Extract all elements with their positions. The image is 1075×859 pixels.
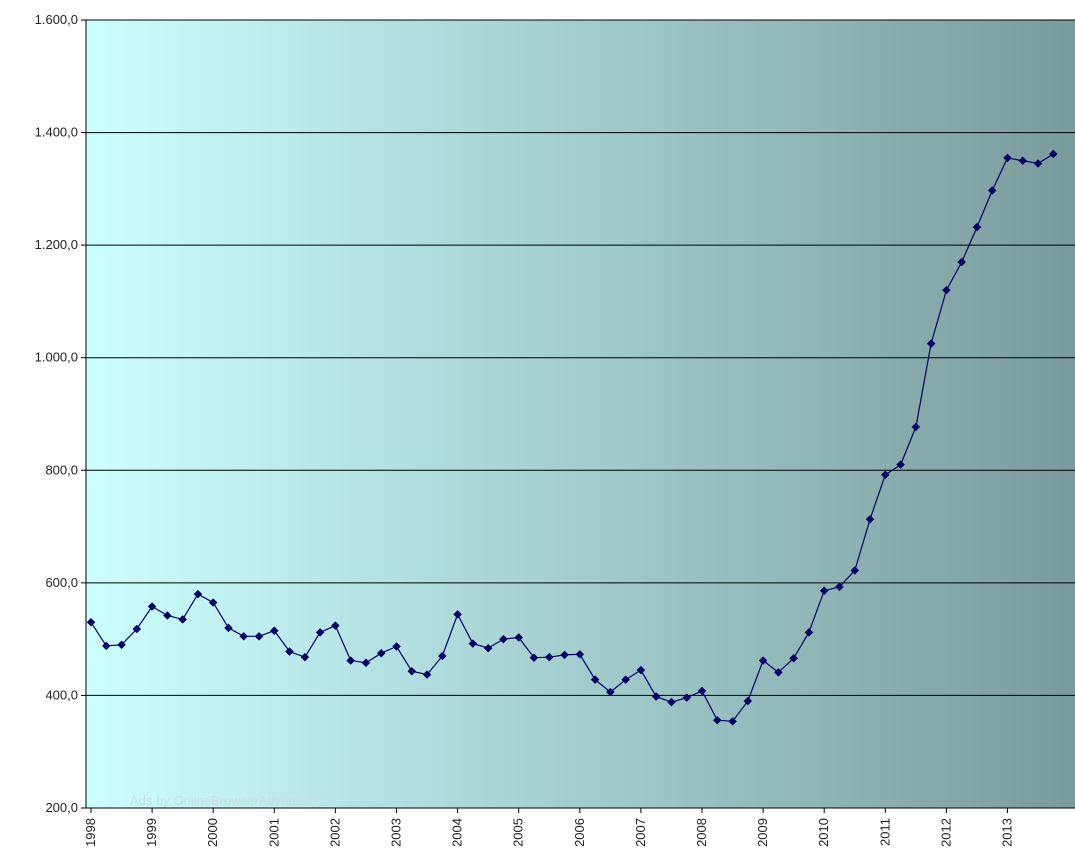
x-tick-label: 1999 xyxy=(144,818,159,847)
data-point xyxy=(651,692,661,701)
data-point xyxy=(728,716,737,726)
data-point xyxy=(590,675,600,685)
data-point xyxy=(758,656,768,665)
data-point xyxy=(147,602,157,611)
y-tick-label: 1.600,0 xyxy=(35,12,78,27)
data-point xyxy=(880,470,890,480)
x-tick-label: 2009 xyxy=(755,818,770,847)
y-tick-label: 200,0 xyxy=(45,800,78,815)
data-point xyxy=(468,639,478,648)
data-point xyxy=(132,624,142,634)
data-point xyxy=(1048,149,1058,159)
y-tick-label: 600,0 xyxy=(45,575,78,590)
series xyxy=(86,149,1058,726)
x-tick-label: 2008 xyxy=(694,818,709,847)
data-point xyxy=(453,610,462,619)
x-tick-label: 2013 xyxy=(1000,818,1015,847)
data-point xyxy=(407,666,417,676)
data-point xyxy=(667,697,676,707)
data-point xyxy=(285,647,294,656)
series-line-0 xyxy=(90,153,1054,722)
data-point xyxy=(361,658,371,668)
ad-overlay-text: Ads by OnlineBrowserAdvertising xyxy=(130,793,323,808)
data-point xyxy=(835,582,844,592)
y-tick-label: 1.400,0 xyxy=(35,125,78,140)
data-point xyxy=(865,514,875,524)
x-tick-label: 2001 xyxy=(266,818,281,847)
data-point xyxy=(392,642,401,651)
data-point xyxy=(514,633,524,642)
data-point xyxy=(346,656,356,665)
data-point xyxy=(117,640,126,650)
data-point xyxy=(224,623,233,633)
data-point xyxy=(712,715,722,725)
x-tick-label: 2007 xyxy=(633,818,648,847)
data-point xyxy=(422,670,432,679)
x-tick-label: 2006 xyxy=(572,818,587,847)
y-tick-label: 1.200,0 xyxy=(35,237,78,252)
data-point xyxy=(957,257,967,267)
data-point xyxy=(499,634,508,644)
data-point xyxy=(376,648,386,658)
data-point xyxy=(743,696,753,706)
data-point xyxy=(86,617,96,627)
x-tick-label: 2012 xyxy=(938,818,953,847)
data-point xyxy=(605,687,615,697)
x-tick-label: 2005 xyxy=(511,818,526,847)
plot-area xyxy=(86,20,1075,808)
data-point xyxy=(178,615,188,624)
data-point xyxy=(300,652,310,662)
y-tick-label: 400,0 xyxy=(45,687,78,702)
x-tick-label: 1998 xyxy=(83,818,98,847)
data-point xyxy=(697,686,707,696)
data-point xyxy=(636,665,646,675)
data-point xyxy=(269,626,279,636)
axes xyxy=(85,20,1075,809)
x-tick-label: 2000 xyxy=(205,818,220,847)
data-point xyxy=(942,285,951,295)
data-point xyxy=(483,643,493,653)
y-tick-label: 1.000,0 xyxy=(35,350,78,365)
data-point xyxy=(1033,159,1043,168)
data-point xyxy=(1018,156,1028,166)
data-point xyxy=(254,631,264,641)
data-point xyxy=(239,631,249,641)
data-point xyxy=(911,422,921,432)
data-point xyxy=(789,653,799,663)
data-point xyxy=(621,675,630,685)
data-point xyxy=(972,222,982,232)
data-point xyxy=(682,693,692,703)
data-point xyxy=(804,628,814,637)
data-point xyxy=(987,186,997,195)
data-point xyxy=(208,598,218,607)
data-point xyxy=(575,649,585,659)
data-point xyxy=(819,586,829,596)
data-point xyxy=(437,651,447,661)
y-tick-label: 800,0 xyxy=(45,462,78,477)
data-point xyxy=(544,652,554,662)
data-point xyxy=(896,460,905,470)
y-axis-tick-labels: 200,0 400,0 600,0 800,0 1.000,0 1.200,0 1.400,… xyxy=(35,12,78,815)
x-tick-label: 2003 xyxy=(389,818,404,847)
data-point xyxy=(193,589,203,599)
x-tick-label: 2004 xyxy=(450,818,465,847)
data-point xyxy=(560,650,569,660)
data-point xyxy=(1003,153,1012,163)
data-point xyxy=(850,566,860,575)
x-tick-label: 2010 xyxy=(816,818,831,847)
x-tick-label: 2002 xyxy=(327,818,342,847)
data-point xyxy=(331,621,340,630)
gridlines xyxy=(81,19,1075,809)
x-axis-tick-labels: 1998 1999 2000 2001 2002 2003 2004 2005 2006 2007… xyxy=(83,808,1015,847)
data-point xyxy=(101,641,111,651)
x-tick-label: 2011 xyxy=(877,818,892,846)
data-point xyxy=(926,339,936,348)
data-point xyxy=(315,628,325,637)
data-point xyxy=(774,667,783,677)
data-point xyxy=(529,653,539,663)
data-point xyxy=(163,611,172,620)
